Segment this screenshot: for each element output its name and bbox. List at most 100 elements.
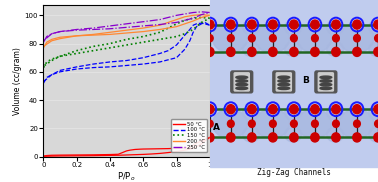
Circle shape bbox=[290, 47, 298, 56]
Ellipse shape bbox=[338, 109, 374, 138]
Ellipse shape bbox=[320, 80, 332, 82]
Circle shape bbox=[333, 35, 339, 42]
Ellipse shape bbox=[206, 19, 213, 29]
Circle shape bbox=[269, 47, 277, 56]
Ellipse shape bbox=[278, 83, 290, 86]
FancyBboxPatch shape bbox=[315, 71, 337, 93]
Circle shape bbox=[374, 105, 378, 114]
Ellipse shape bbox=[333, 19, 339, 29]
Circle shape bbox=[375, 35, 378, 42]
Ellipse shape bbox=[236, 83, 248, 86]
Circle shape bbox=[248, 133, 256, 142]
Ellipse shape bbox=[296, 24, 332, 53]
FancyBboxPatch shape bbox=[231, 71, 253, 93]
Circle shape bbox=[206, 20, 214, 29]
Circle shape bbox=[290, 105, 298, 114]
Ellipse shape bbox=[291, 104, 297, 114]
Ellipse shape bbox=[296, 109, 332, 138]
Circle shape bbox=[374, 20, 378, 29]
Circle shape bbox=[311, 133, 319, 142]
Circle shape bbox=[206, 133, 214, 142]
Circle shape bbox=[228, 35, 234, 42]
Ellipse shape bbox=[248, 104, 255, 114]
Circle shape bbox=[269, 133, 277, 142]
Circle shape bbox=[332, 105, 340, 114]
Circle shape bbox=[206, 35, 213, 42]
Circle shape bbox=[332, 133, 340, 142]
Ellipse shape bbox=[369, 106, 378, 120]
Circle shape bbox=[311, 35, 318, 42]
Circle shape bbox=[227, 47, 235, 56]
Ellipse shape bbox=[338, 24, 374, 53]
Circle shape bbox=[270, 35, 276, 42]
Ellipse shape bbox=[236, 80, 248, 82]
Ellipse shape bbox=[327, 42, 344, 56]
Ellipse shape bbox=[285, 20, 302, 35]
Ellipse shape bbox=[311, 19, 318, 29]
Circle shape bbox=[374, 133, 378, 142]
FancyBboxPatch shape bbox=[234, 73, 249, 91]
Circle shape bbox=[311, 120, 318, 127]
Ellipse shape bbox=[236, 76, 248, 79]
Circle shape bbox=[332, 20, 340, 29]
Ellipse shape bbox=[212, 24, 248, 53]
Circle shape bbox=[248, 47, 256, 56]
Y-axis label: Volume (cc/gram): Volume (cc/gram) bbox=[12, 47, 22, 115]
FancyBboxPatch shape bbox=[276, 73, 291, 91]
Ellipse shape bbox=[228, 104, 234, 114]
Ellipse shape bbox=[228, 19, 234, 29]
Circle shape bbox=[374, 47, 378, 56]
Circle shape bbox=[291, 35, 297, 42]
Circle shape bbox=[332, 47, 340, 56]
Circle shape bbox=[248, 35, 255, 42]
Ellipse shape bbox=[206, 104, 213, 114]
Circle shape bbox=[353, 120, 360, 127]
FancyBboxPatch shape bbox=[273, 71, 295, 93]
Circle shape bbox=[311, 20, 319, 29]
FancyBboxPatch shape bbox=[318, 73, 333, 91]
Ellipse shape bbox=[248, 19, 255, 29]
Circle shape bbox=[311, 47, 319, 56]
Circle shape bbox=[248, 120, 255, 127]
Ellipse shape bbox=[278, 80, 290, 82]
Circle shape bbox=[269, 20, 277, 29]
Circle shape bbox=[353, 47, 361, 56]
Ellipse shape bbox=[285, 42, 302, 56]
Ellipse shape bbox=[278, 87, 290, 90]
Circle shape bbox=[248, 105, 256, 114]
Ellipse shape bbox=[270, 19, 276, 29]
Ellipse shape bbox=[254, 109, 290, 138]
Ellipse shape bbox=[327, 106, 344, 120]
Circle shape bbox=[353, 105, 361, 114]
Ellipse shape bbox=[369, 42, 378, 56]
Circle shape bbox=[311, 105, 319, 114]
Ellipse shape bbox=[243, 20, 259, 35]
Circle shape bbox=[227, 133, 235, 142]
Circle shape bbox=[206, 120, 213, 127]
Circle shape bbox=[290, 20, 298, 29]
Ellipse shape bbox=[243, 127, 259, 142]
Ellipse shape bbox=[353, 19, 360, 29]
Ellipse shape bbox=[327, 127, 344, 142]
Circle shape bbox=[206, 105, 214, 114]
Ellipse shape bbox=[369, 127, 378, 142]
Circle shape bbox=[353, 35, 360, 42]
Circle shape bbox=[353, 20, 361, 29]
Circle shape bbox=[290, 133, 298, 142]
Circle shape bbox=[291, 120, 297, 127]
Circle shape bbox=[248, 20, 256, 29]
Circle shape bbox=[333, 120, 339, 127]
Text: B: B bbox=[302, 76, 309, 86]
Ellipse shape bbox=[369, 20, 378, 35]
X-axis label: P/P$_o$: P/P$_o$ bbox=[118, 171, 136, 182]
Circle shape bbox=[270, 120, 276, 127]
Ellipse shape bbox=[236, 87, 248, 90]
Text: A: A bbox=[213, 123, 220, 132]
Circle shape bbox=[228, 120, 234, 127]
Ellipse shape bbox=[320, 76, 332, 79]
Text: Zig-Zag Channels: Zig-Zag Channels bbox=[257, 169, 331, 177]
Circle shape bbox=[227, 105, 235, 114]
Ellipse shape bbox=[375, 104, 378, 114]
Ellipse shape bbox=[320, 87, 332, 90]
Ellipse shape bbox=[270, 104, 276, 114]
